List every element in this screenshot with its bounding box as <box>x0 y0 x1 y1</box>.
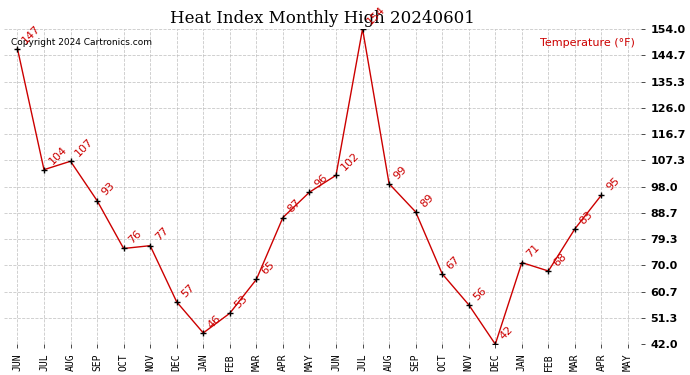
Text: 68: 68 <box>551 251 569 268</box>
Text: 147: 147 <box>20 24 42 46</box>
Text: 93: 93 <box>100 181 117 198</box>
Text: 89: 89 <box>418 192 435 209</box>
Text: 95: 95 <box>604 175 621 192</box>
Text: 96: 96 <box>313 172 329 189</box>
Text: 76: 76 <box>126 229 144 246</box>
Text: 65: 65 <box>259 260 276 277</box>
Text: Temperature (°F): Temperature (°F) <box>540 38 635 48</box>
Text: 53: 53 <box>233 294 250 310</box>
Text: 154: 154 <box>365 4 387 26</box>
Text: 42: 42 <box>498 324 515 341</box>
Text: 102: 102 <box>339 150 361 172</box>
Text: 57: 57 <box>179 282 197 299</box>
Text: 83: 83 <box>578 209 595 226</box>
Text: 77: 77 <box>153 226 170 243</box>
Text: 71: 71 <box>524 243 542 260</box>
Text: 67: 67 <box>445 254 462 271</box>
Text: 107: 107 <box>73 136 95 159</box>
Text: 46: 46 <box>206 313 223 330</box>
Text: 99: 99 <box>392 164 409 181</box>
Text: 56: 56 <box>471 285 489 302</box>
Text: Copyright 2024 Cartronics.com: Copyright 2024 Cartronics.com <box>10 38 152 47</box>
Text: 87: 87 <box>286 198 303 215</box>
Text: 104: 104 <box>47 145 69 167</box>
Title: Heat Index Monthly High 20240601: Heat Index Monthly High 20240601 <box>170 10 475 27</box>
